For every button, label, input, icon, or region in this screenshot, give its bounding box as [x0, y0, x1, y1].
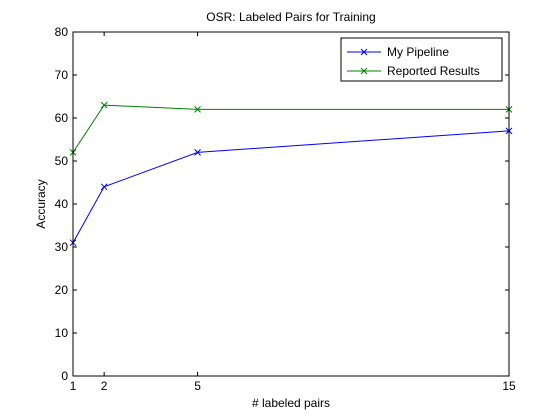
series-lines: [72, 104, 510, 243]
chart-title: OSR: Labeled Pairs for Training: [206, 10, 375, 24]
axis-ticks: [72, 31, 510, 377]
x-tick-label: 1: [70, 379, 77, 393]
y-tick-label: 20: [55, 283, 69, 297]
y-tick-label: 30: [55, 240, 69, 254]
legend-label-1: My Pipeline: [387, 45, 449, 59]
y-tick-label: 60: [55, 111, 69, 125]
axis-tick-labels: 1 2 5 15 0 10 20 30 40 50 60 70 80: [55, 25, 516, 393]
legend-box: [340, 37, 503, 82]
data-point-s2-2: [100, 101, 108, 109]
legend-marker-1: [360, 48, 368, 56]
x-axis-label: # labeled pairs: [252, 396, 330, 410]
x-tick-label: 15: [502, 379, 516, 393]
y-tick-label: 10: [55, 326, 69, 340]
y-tick-label: 70: [55, 68, 69, 82]
legend-label-2: Reported Results: [387, 64, 480, 78]
legend: My Pipeline Reported Results: [340, 37, 503, 82]
plot-background: [73, 32, 509, 376]
x-tick-label: 2: [101, 379, 108, 393]
series-line-1: [72, 130, 510, 243]
y-axis-label: Accuracy: [34, 179, 48, 228]
series-line-2: [72, 104, 509, 153]
data-point-s1-3: [194, 149, 201, 156]
y-tick-label: 0: [61, 369, 68, 383]
data-point-s1-2: [100, 183, 108, 191]
data-point-s2-3: [194, 106, 201, 113]
y-tick-label: 50: [55, 154, 69, 168]
y-tick-label: 40: [55, 197, 69, 211]
y-tick-label: 80: [55, 25, 69, 39]
legend-entries: My Pipeline Reported Results: [347, 45, 480, 78]
legend-marker-2: [360, 67, 368, 75]
x-tick-label: 5: [194, 379, 201, 393]
